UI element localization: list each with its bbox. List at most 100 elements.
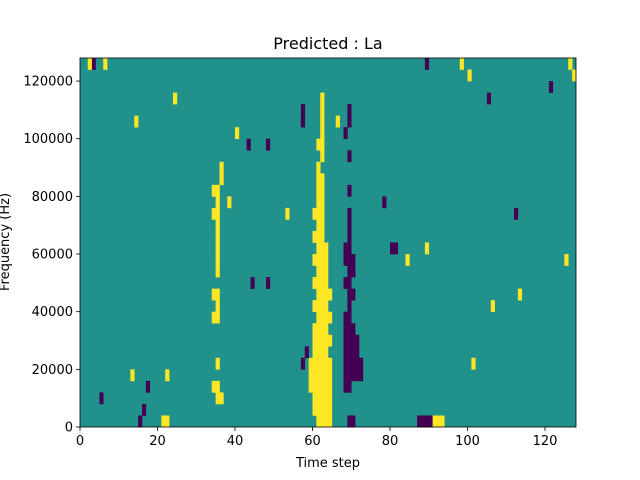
heatmap-cell	[421, 415, 426, 428]
heatmap-cell	[316, 196, 321, 209]
heatmap-cell	[424, 58, 430, 70]
heatmap-cell	[486, 92, 492, 105]
heatmap-cell	[471, 357, 476, 370]
heatmap-cell	[320, 173, 325, 186]
heatmap-cell	[308, 357, 313, 370]
heatmap-cell	[514, 207, 519, 220]
heatmap-cell	[215, 357, 220, 370]
heatmap-cell	[320, 369, 325, 382]
heatmap-cell	[320, 403, 325, 416]
heatmap-cell	[211, 311, 216, 324]
heatmap-cell	[215, 300, 220, 312]
heatmap-cell	[359, 369, 364, 382]
heatmap-cell	[343, 380, 348, 393]
heatmap-cell	[343, 369, 348, 382]
heatmap-cell	[324, 300, 329, 312]
heatmap-cell	[324, 357, 329, 370]
heatmap-cell	[316, 184, 321, 197]
heatmap-cell	[304, 346, 309, 359]
heatmap-cell	[266, 277, 271, 289]
x-tick-label: 100	[455, 434, 480, 449]
heatmap-cell	[324, 334, 329, 347]
heatmap-cell	[266, 138, 271, 151]
heatmap-cell	[393, 242, 399, 255]
heatmap-cell	[320, 230, 325, 243]
heatmap-cell	[320, 127, 325, 140]
plot-frame	[79, 57, 577, 428]
heatmap-cell	[320, 300, 325, 312]
heatmap-cell	[312, 207, 317, 220]
heatmap-cell	[215, 392, 220, 405]
heatmap-cell	[324, 277, 329, 289]
heatmap-cell	[405, 254, 410, 266]
heatmap-cell	[320, 184, 325, 197]
heatmap-cell	[347, 380, 352, 393]
heatmap-cell	[316, 138, 321, 151]
heatmap-cell	[351, 357, 356, 370]
heatmap-cell	[215, 242, 220, 255]
heatmap-cell	[320, 265, 325, 278]
x-tick-label: 20	[149, 434, 166, 449]
heatmap-cell	[324, 380, 329, 393]
heatmap-cell	[328, 392, 333, 405]
heatmap-cell	[300, 104, 306, 116]
heatmap-cell	[316, 254, 321, 266]
heatmap-cell	[347, 346, 352, 359]
heatmap-cell	[355, 357, 360, 370]
heatmap-cell	[324, 254, 329, 266]
y-tick-label: 40000	[32, 305, 73, 320]
heatmap-cell	[347, 184, 352, 197]
heatmap-cell	[211, 184, 216, 197]
heatmap-cell	[316, 369, 321, 382]
y-axis: 0 20000 40000 60000 80000 100000 120000	[23, 75, 80, 436]
x-axis: 0 20 40 60 80 100 120	[76, 427, 557, 449]
heatmap-cell	[308, 380, 313, 393]
heatmap-cell	[312, 357, 317, 370]
heatmap-cell	[343, 254, 348, 266]
heatmap-cell	[320, 92, 325, 105]
heatmap-cell	[211, 207, 216, 220]
heatmap-cell	[316, 230, 321, 243]
plot-area	[79, 57, 577, 428]
heatmap-cell	[347, 242, 352, 255]
heatmap-cell	[165, 369, 170, 382]
heatmap-cell	[316, 357, 321, 370]
heatmap-cell	[324, 265, 329, 278]
heatmap-cell	[308, 369, 313, 382]
heatmap-cell	[324, 311, 329, 324]
y-tick-label: 80000	[32, 190, 73, 205]
heatmap-cell	[320, 334, 325, 347]
heatmap-cell	[347, 265, 352, 278]
heatmap-cell	[312, 277, 317, 289]
y-tick-label: 100000	[23, 132, 73, 147]
heatmap-cell	[328, 369, 333, 382]
heatmap-cell	[316, 173, 321, 186]
heatmap-cell	[328, 403, 333, 416]
heatmap-cell	[219, 161, 224, 174]
heatmap-cell	[316, 242, 321, 255]
heatmap-cell	[355, 369, 360, 382]
heatmap-cell	[347, 311, 352, 324]
heatmap-cell	[335, 115, 340, 128]
heatmap-cell	[436, 415, 441, 428]
heatmap-cell	[417, 415, 422, 428]
heatmap-cell	[424, 415, 430, 428]
heatmap-cell	[300, 115, 306, 128]
y-tick-label: 0	[65, 421, 73, 436]
heatmap-cell	[320, 311, 325, 324]
heatmap-cell	[312, 230, 317, 243]
heatmap-cell	[215, 265, 220, 278]
heatmap-cell	[211, 288, 216, 301]
heatmap-cell	[138, 415, 143, 428]
heatmap-cell	[312, 403, 317, 416]
heatmap-cell	[347, 357, 352, 370]
heatmap-cell	[328, 311, 333, 324]
heatmap-cell	[347, 219, 352, 232]
heatmap-cell	[467, 69, 472, 82]
heatmap-cell	[134, 115, 139, 128]
heatmap-cell	[347, 254, 352, 266]
y-tick-label: 120000	[23, 75, 73, 90]
heatmap-cell	[432, 415, 437, 428]
heatmap-cell	[215, 184, 220, 197]
